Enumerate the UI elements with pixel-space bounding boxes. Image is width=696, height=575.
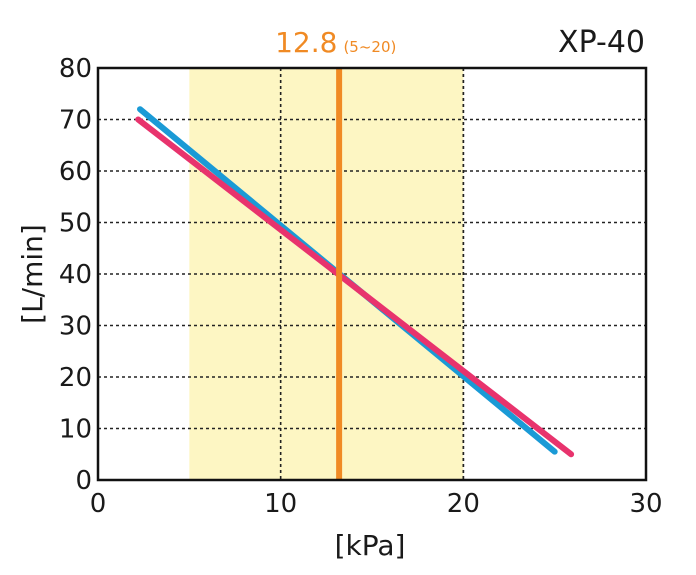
x-tick-label-0: 0	[90, 489, 107, 519]
y-tick-label-30: 30	[59, 312, 92, 342]
plot-frame	[96, 66, 648, 482]
chart-title: XP-40	[558, 25, 645, 60]
x-tick-label-10: 10	[264, 489, 297, 519]
y-tick-label-20: 20	[59, 363, 92, 393]
grid-lines	[98, 68, 646, 480]
x-tick-label-30: 30	[629, 489, 662, 519]
series-lines	[135, 68, 575, 480]
series-line-2	[135, 116, 575, 458]
y-tick-label-0: 0	[75, 466, 92, 496]
x-axis-title: [kPa]	[335, 529, 406, 562]
y-tick-label-80: 80	[59, 54, 92, 84]
marker-range-label: (5~20)	[343, 38, 396, 56]
y-tick-label-50: 50	[59, 209, 92, 239]
plot-border	[96, 66, 648, 482]
x-tick-label-20: 20	[447, 489, 480, 519]
y-tick-label-40: 40	[59, 260, 92, 290]
marker-value-label: 12.8	[275, 26, 337, 59]
marker-label-group: 12.8 (5~20)	[275, 26, 396, 59]
y-tick-label-60: 60	[59, 157, 92, 187]
y-tick-label-70: 70	[59, 106, 92, 136]
tick-labels: 0 10 20 30 40 50 60 70 80 0 10 20 30	[59, 54, 663, 519]
y-axis-title: [L/min]	[16, 224, 49, 324]
y-tick-label-10: 10	[59, 415, 92, 445]
